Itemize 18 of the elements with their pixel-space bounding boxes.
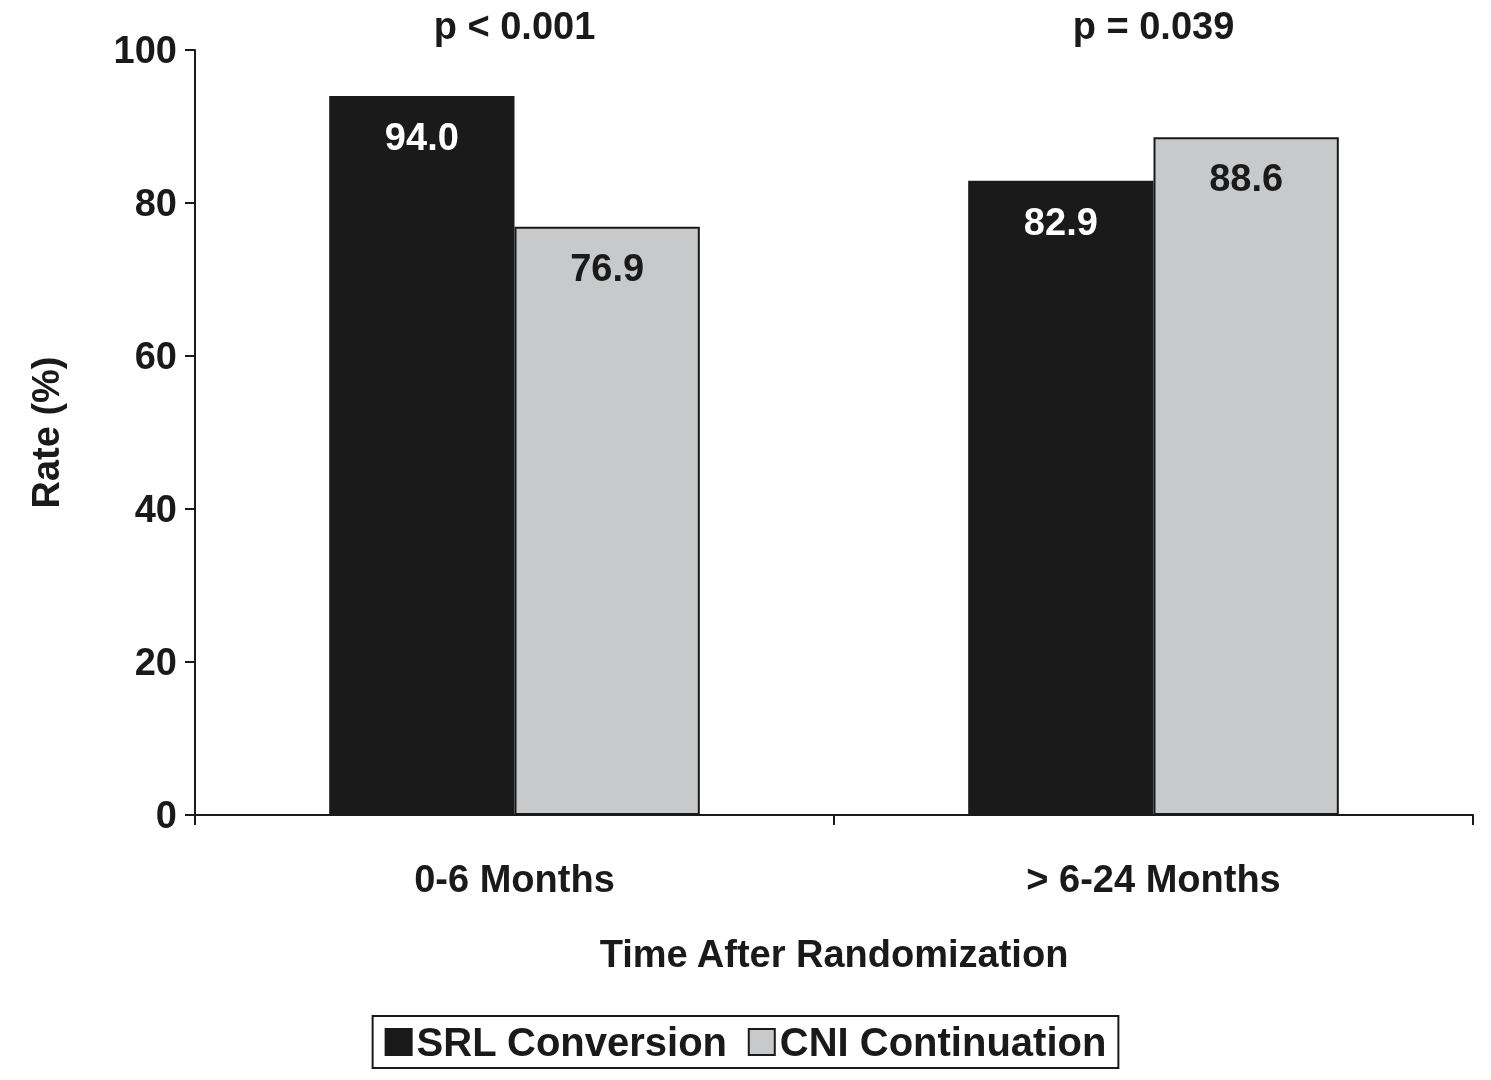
legend-label: CNI Continuation xyxy=(779,1020,1107,1064)
y-tick-label: 20 xyxy=(134,641,177,683)
y-tick-label: 60 xyxy=(134,335,177,377)
x-tick-label: > 6-24 Months xyxy=(1026,858,1281,900)
x-tick-label: 0-6 Months xyxy=(414,858,615,900)
data-label: 82.9 xyxy=(1023,200,1098,243)
y-tick-label: 100 xyxy=(113,29,177,71)
y-tick-label: 0 xyxy=(155,794,177,836)
data-label: 76.9 xyxy=(570,246,645,289)
y-axis-title: Rate (%) xyxy=(25,356,67,509)
x-axis-title: Time After Randomization xyxy=(599,933,1069,975)
text: p = 0.039 xyxy=(1072,5,1235,47)
y-tick-label: 40 xyxy=(134,488,177,530)
data-label: 94.0 xyxy=(384,115,459,158)
data-label: 88.6 xyxy=(1209,157,1284,200)
y-tick-label: 80 xyxy=(134,182,177,224)
legend-label: SRL Conversion xyxy=(416,1020,728,1064)
text: p < 0.001 xyxy=(433,5,596,47)
